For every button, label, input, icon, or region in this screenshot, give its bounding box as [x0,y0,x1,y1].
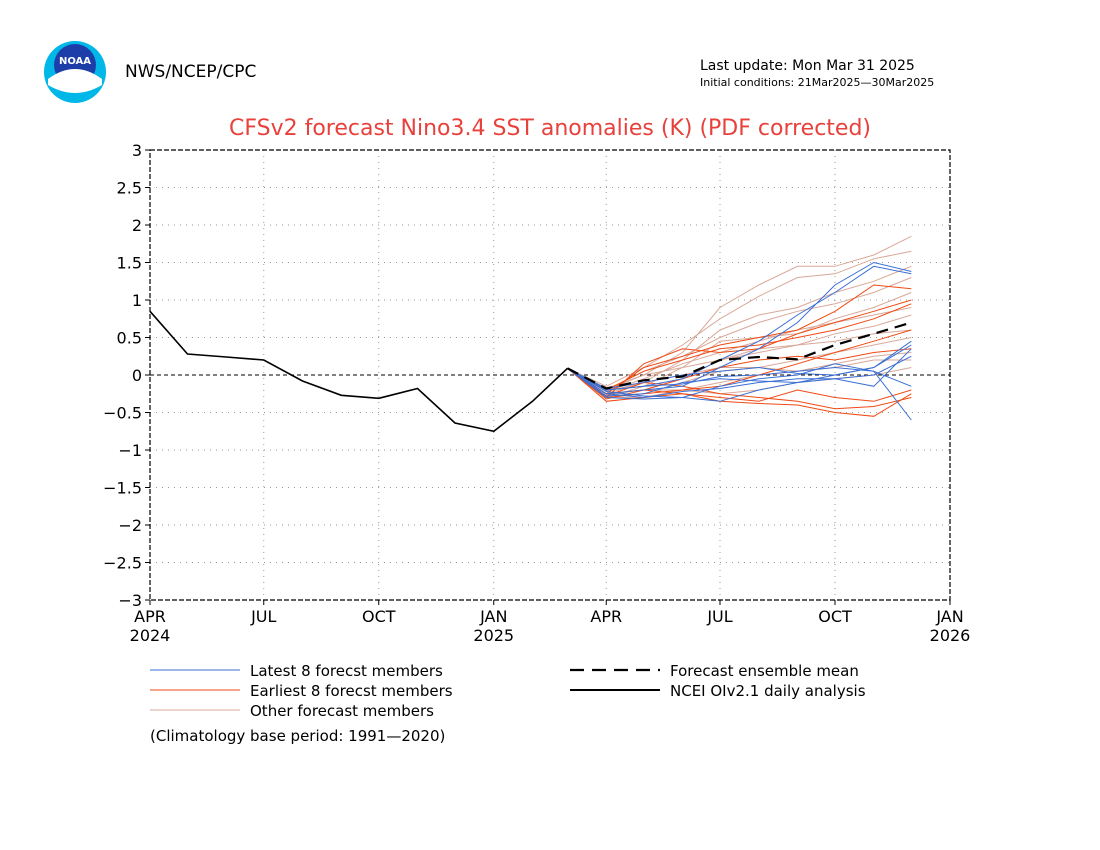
observed-line [149,310,569,433]
earliest-member-line [567,367,912,402]
y-tick-label: −3 [118,591,142,610]
y-tick-label: −1 [118,441,142,460]
legend-label-earliest: Earliest 8 forecst members [250,682,453,700]
latest-member-line [567,261,912,395]
other-member-line [567,314,912,395]
x-tick-year-label: 2025 [473,626,514,645]
latest-member-line [567,363,912,421]
ensemble-mean-line [566,321,912,390]
x-tick-year-label: 2026 [930,626,971,645]
y-tick-label: −1.5 [103,479,142,498]
y-tick-label: 2.5 [117,179,142,198]
legend-label-observed: NCEI OIv2.1 daily analysis [670,682,866,700]
other-member-line [567,352,912,398]
agency-label: NWS/NCEP/CPC [125,62,257,82]
x-tick-label: OCT [818,607,852,626]
y-tick-label: 1 [132,291,142,310]
latest-member-line [567,344,912,390]
x-tick-label: JUL [706,607,732,626]
y-tick-label: −2.5 [103,554,142,573]
series-layer [149,235,912,433]
legend-layer: Latest 8 forecst members Earliest 8 forec… [150,662,866,720]
chart-title: CFSv2 forecast Nino3.4 SST anomalies (K)… [228,116,872,141]
climatology-note: (Climatology base period: 1991—2020) [150,727,446,745]
y-tick-label: 0.5 [117,329,142,348]
axis-layer: 32.521.510.50−0.5−1−1.5−2−2.5−3APR2024JU… [103,141,970,645]
x-tick-label: APR [590,607,622,626]
latest-member-line [567,366,912,391]
x-tick-label: JAN [479,607,507,626]
x-tick-label: OCT [362,607,396,626]
legend-label-latest: Latest 8 forecst members [250,662,443,680]
x-tick-label: APR [134,607,166,626]
x-tick-year-label: 2024 [130,626,171,645]
noaa-logo: NOAA [44,41,106,103]
x-tick-label: JUL [250,607,276,626]
latest-member-line [567,355,912,397]
y-tick-label: −0.5 [103,404,142,423]
legend-label-mean: Forecast ensemble mean [670,662,859,680]
y-tick-label: −2 [118,516,142,535]
initial-conditions-text: Initial conditions: 21Mar2025—30Mar2025 [700,76,935,89]
y-tick-label: 2 [132,216,142,235]
legend-label-other: Other forecast members [250,702,434,720]
x-tick-label: JAN [935,607,963,626]
other-member-line [567,359,912,393]
y-tick-label: 3 [132,141,142,160]
other-member-line [567,235,912,391]
last-update-text: Last update: Mon Mar 31 2025 [700,58,915,74]
other-member-line [567,250,912,387]
earliest-member-line [567,303,912,391]
noaa-logo-text: NOAA [59,56,91,67]
y-tick-label: 1.5 [117,254,142,273]
other-member-line [567,329,912,390]
latest-member-line [567,348,912,399]
y-tick-label: 0 [132,366,142,385]
